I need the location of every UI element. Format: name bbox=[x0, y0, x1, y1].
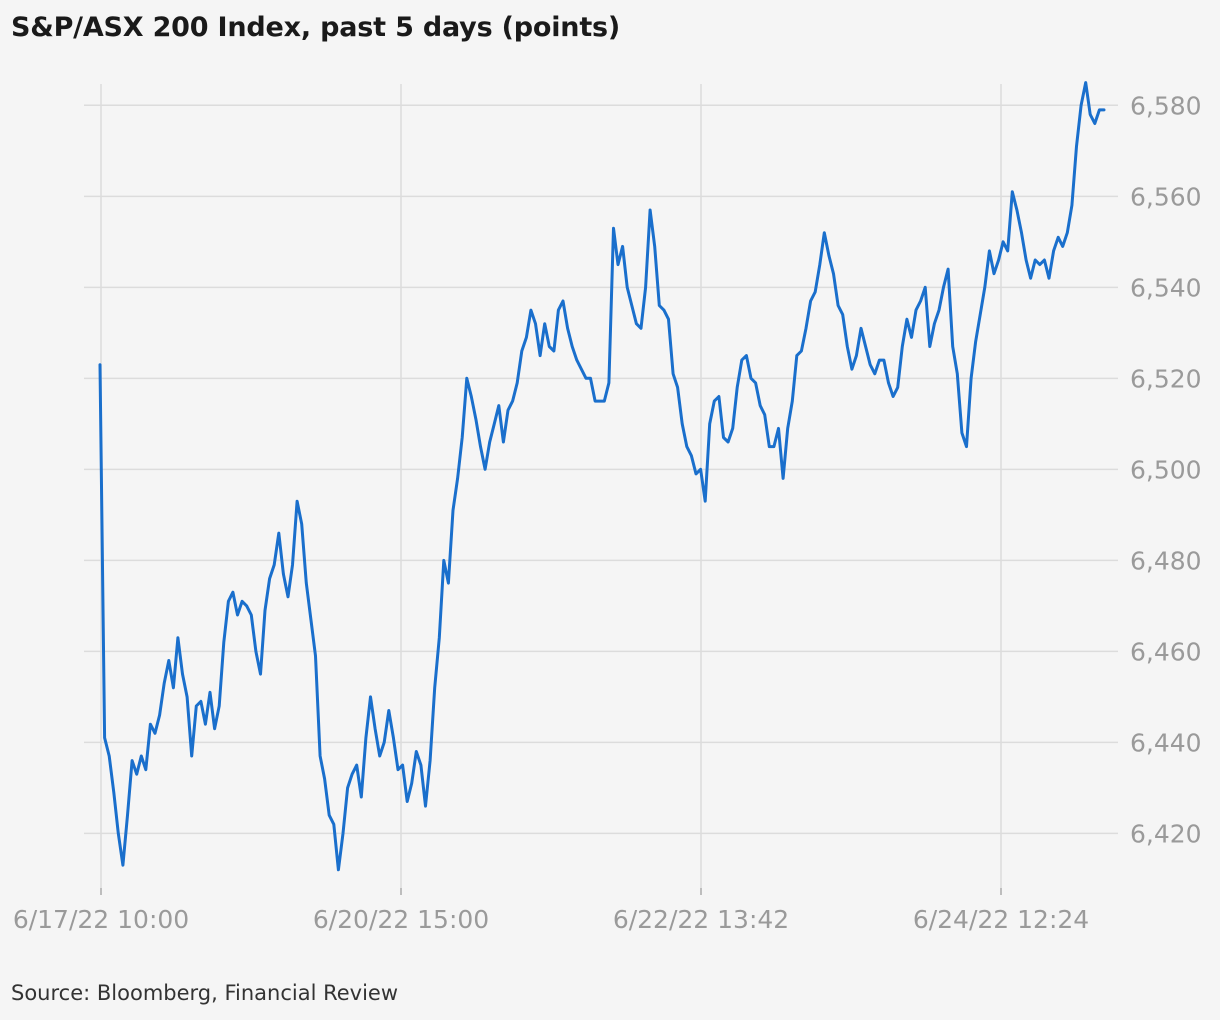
chart-title: S&P/ASX 200 Index, past 5 days (points) bbox=[11, 12, 621, 43]
series-layer bbox=[98, 81, 1106, 872]
x-tick-label: 6/17/22 10:00 bbox=[13, 905, 189, 934]
y-tick-label: 6,480 bbox=[1130, 546, 1202, 575]
y-tick-label: 6,440 bbox=[1130, 728, 1202, 757]
series-line bbox=[98, 81, 1106, 872]
x-tick-label: 6/20/22 15:00 bbox=[313, 905, 489, 934]
grid-lines bbox=[84, 84, 1118, 888]
y-tick-label: 6,460 bbox=[1130, 637, 1202, 666]
y-tick-label: 6,540 bbox=[1130, 273, 1202, 302]
x-axis-ticks: 6/17/22 10:00 6/20/22 15:00 6/22/22 13:42 6… bbox=[13, 888, 1089, 934]
x-tick-label: 6/24/22 12:24 bbox=[913, 905, 1089, 934]
y-tick-label: 6,420 bbox=[1130, 819, 1202, 848]
y-tick-label: 6,560 bbox=[1130, 182, 1202, 211]
y-tick-label: 6,500 bbox=[1130, 455, 1202, 484]
source-note: Source: Bloomberg, Financial Review bbox=[11, 981, 399, 1005]
y-axis-ticks: 6,420 6,440 6,460 6,480 6,500 6,520 6,540 6,560… bbox=[1130, 91, 1202, 848]
y-tick-label: 6,580 bbox=[1130, 91, 1202, 120]
x-tick-label: 6/22/22 13:42 bbox=[613, 905, 789, 934]
y-tick-label: 6,520 bbox=[1130, 364, 1202, 393]
